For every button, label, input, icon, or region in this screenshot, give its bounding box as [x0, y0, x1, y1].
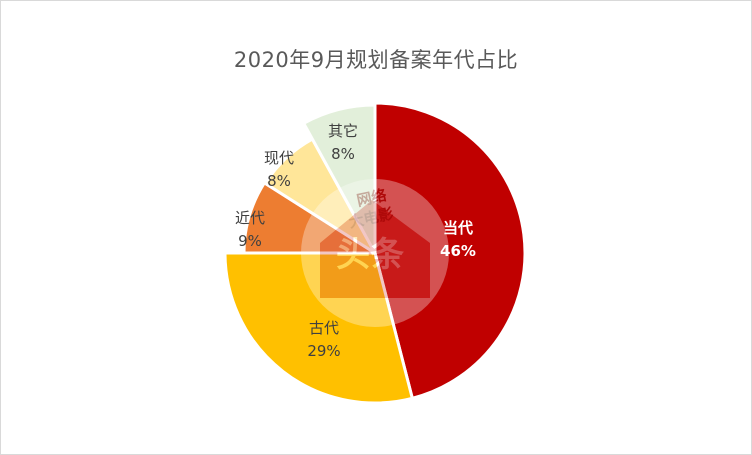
slice-category-label-1: 古代	[309, 319, 339, 337]
slice-percent-label-4: 8%	[331, 145, 355, 163]
slice-percent-label-2: 9%	[238, 232, 262, 250]
slice-percent-label-3: 8%	[267, 172, 291, 190]
pie-slice-1	[223, 251, 414, 405]
pie-slices	[223, 101, 527, 405]
watermark-badge-text: 头条	[336, 235, 404, 275]
slice-category-label-2: 近代	[235, 209, 265, 227]
slice-percent-label-0: 46%	[440, 242, 476, 260]
watermark-text-0: 网络	[355, 186, 388, 210]
watermark-circle	[301, 179, 449, 327]
pie-slice-4	[302, 103, 377, 255]
slice-category-label-0: 当代	[443, 219, 473, 237]
watermark-house-icon	[320, 200, 430, 298]
slice-category-label-3: 现代	[264, 149, 294, 167]
pie-slice-0	[373, 101, 527, 400]
chart-title: 2020年9月规划备案年代占比	[233, 48, 519, 72]
slice-percent-label-1: 29%	[307, 342, 340, 360]
slice-category-label-4: 其它	[328, 122, 358, 140]
